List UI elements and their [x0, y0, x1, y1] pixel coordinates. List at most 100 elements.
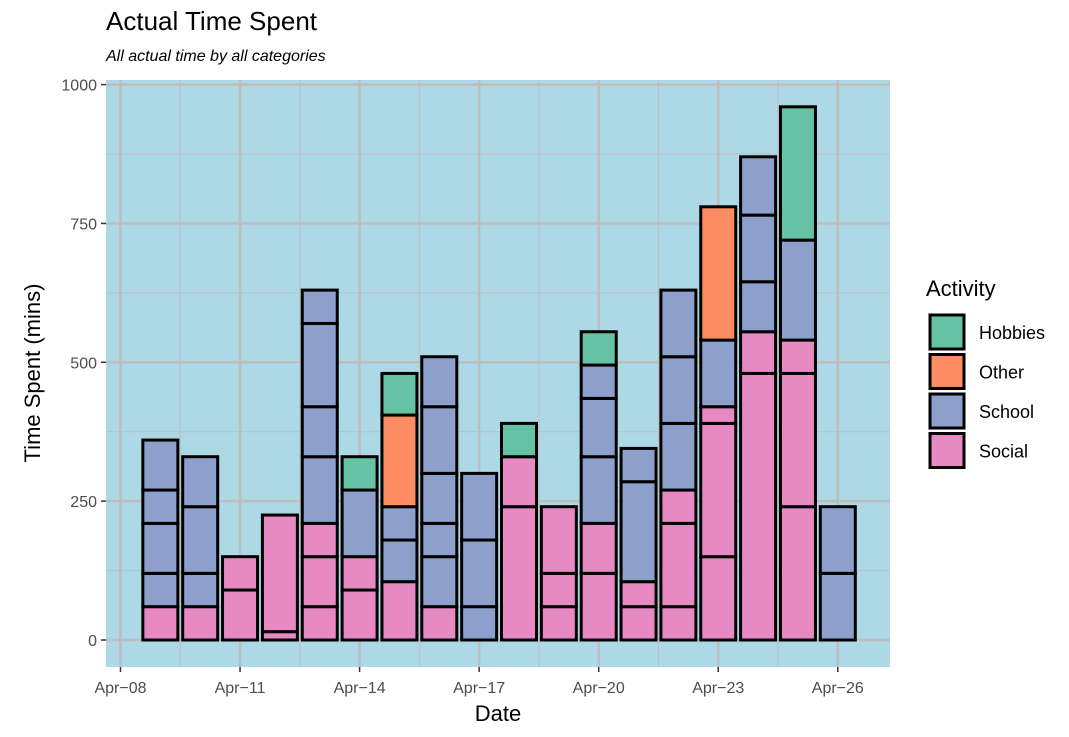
bar-segment-social: [619, 580, 658, 609]
y-axis: 0 250 500 750 1000: [61, 78, 106, 650]
bar-segment-school: [380, 538, 419, 584]
bar-segment-school: [300, 405, 339, 459]
bar-segment-social: [739, 330, 778, 375]
bar-segment-social: [619, 605, 658, 642]
y-tick-label: 250: [70, 494, 97, 511]
bar-segment-social: [579, 521, 618, 575]
bar-segment-school: [141, 571, 180, 609]
bar-segment-social: [699, 555, 738, 642]
bar-segment-school: [659, 288, 698, 359]
bar-segment-social: [300, 605, 339, 642]
bar-segment-social: [659, 605, 698, 642]
bar-segment-school: [818, 571, 857, 642]
bar-segment-social: [659, 521, 698, 609]
x-tick-label: Apr−23: [692, 680, 744, 697]
bar-segment-social: [778, 338, 817, 375]
bar-segment-school: [420, 471, 459, 525]
x-tick-label: Apr−08: [94, 680, 146, 697]
bar-segment-school: [141, 521, 180, 575]
bar-segment-social: [340, 588, 379, 642]
x-tick-label: Apr−14: [334, 680, 386, 697]
bar-segment-school: [778, 238, 817, 342]
bar-segment-school: [300, 321, 339, 409]
bar-segment-school: [181, 505, 220, 575]
bar-segment-school: [579, 455, 618, 525]
bar-segment-social: [181, 605, 220, 642]
bar-segment-school: [420, 405, 459, 475]
bar-segment-school: [739, 155, 778, 217]
bar-segment-social: [340, 555, 379, 592]
bar-segment-hobbies: [380, 371, 419, 417]
bar-segment-social: [539, 605, 578, 642]
bar-segment-social: [300, 555, 339, 609]
bar-segment-school: [659, 355, 698, 425]
legend-key-social: [928, 432, 966, 469]
bar-segment-school: [420, 355, 459, 409]
bar-segment-hobbies: [579, 330, 618, 367]
x-tick-label: Apr−17: [453, 680, 505, 697]
bar-segment-social: [699, 405, 738, 425]
bar-segment-social: [539, 571, 578, 609]
bar-segment-school: [818, 505, 857, 575]
bar-segment-social: [659, 488, 698, 525]
bar-segment-social: [739, 371, 778, 642]
bar-segment-school: [181, 571, 220, 609]
bar-segment-school: [619, 446, 658, 484]
bar-segment-school: [460, 538, 499, 609]
legend-key-hobbies: [928, 313, 966, 351]
bar-segment-school: [300, 288, 339, 325]
bar-segment-school: [579, 396, 618, 459]
y-tick-label: 1000: [61, 78, 97, 95]
legend-label-social: Social: [979, 442, 1028, 462]
bar-segment-school: [579, 363, 618, 400]
legend-label-school: School: [979, 402, 1034, 422]
bar-segment-hobbies: [778, 105, 817, 242]
bar-segment-school: [659, 421, 698, 492]
bar-segment-other: [380, 413, 419, 509]
legend-key-other: [928, 353, 966, 390]
x-axis-title: Date: [475, 701, 521, 726]
legend-label-hobbies: Hobbies: [979, 323, 1045, 343]
bar-segment-school: [619, 480, 658, 584]
legend-title: Activity: [926, 276, 996, 301]
bar-segment-social: [579, 571, 618, 642]
x-tick-label: Apr−20: [573, 680, 625, 697]
bar-segment-social: [221, 588, 260, 642]
bars-group: [141, 105, 857, 642]
y-tick-label: 0: [88, 633, 97, 650]
bar-segment-school: [460, 471, 499, 542]
y-tick-label: 500: [70, 355, 97, 372]
y-axis-title: Time Spent (mins): [20, 284, 45, 463]
chart-title: Actual Time Spent: [106, 6, 317, 36]
bar-segment-social: [420, 605, 459, 642]
bar-segment-school: [141, 488, 180, 525]
bar-segment-school: [739, 280, 778, 334]
bar-segment-school: [380, 505, 419, 542]
bar-segment-other: [699, 205, 738, 342]
bar-segment-social: [778, 371, 817, 509]
bar-segment-school: [141, 438, 180, 492]
legend-label-other: Other: [979, 363, 1024, 383]
bar-segment-school: [699, 338, 738, 409]
x-tick-label: Apr−11: [215, 680, 266, 697]
bar-segment-social: [778, 505, 817, 642]
bar-segment-social: [141, 605, 180, 642]
bar-segment-social: [500, 455, 538, 509]
bar-segment-school: [460, 605, 499, 642]
bar-segment-school: [420, 521, 459, 559]
bar-segment-school: [340, 488, 379, 559]
bar-segment-social: [221, 555, 260, 592]
y-tick-label: 750: [70, 216, 97, 233]
bar-segment-school: [181, 455, 220, 509]
chart-subtitle: All actual time by all categories: [106, 48, 326, 65]
bar-segment-social: [500, 505, 538, 642]
x-axis: Apr−08 Apr−11 Apr−14 Apr−17 Apr−20 Apr−23 Apr−…: [94, 667, 864, 697]
x-tick-label: Apr−26: [812, 680, 864, 697]
bar-segment-school: [739, 213, 778, 284]
bar-segment-social: [539, 505, 578, 575]
bar-segment-social: [260, 513, 299, 634]
legend-key-school: [928, 392, 966, 430]
bar-segment-school: [420, 555, 459, 609]
bar-segment-social: [300, 521, 339, 559]
